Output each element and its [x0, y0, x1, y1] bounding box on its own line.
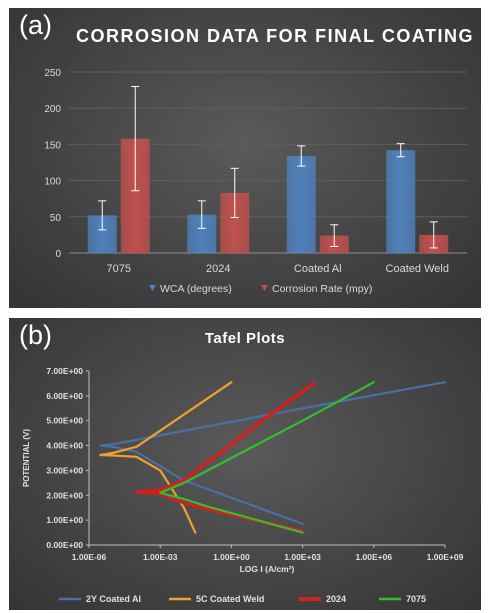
y-tick-label: 250 [44, 68, 61, 79]
series-line [99, 381, 233, 534]
chart-title-a: CORROSION DATA FOR FINAL COATING [76, 26, 474, 46]
y-tick-label: 7.00E+00 [46, 366, 83, 376]
legend-label: WCA (degrees) [160, 283, 232, 295]
panel-label-a: (a) [19, 10, 52, 40]
bar [386, 150, 416, 253]
bar-chart: 0 50 100 150 200 250 7075 2024 Coated Al Coated W… [44, 68, 467, 295]
x-tick-label: 1.00E-06 [72, 552, 107, 562]
x-tick-label: 1.00E-03 [143, 552, 178, 562]
y-tick-label: 200 [44, 104, 61, 115]
x-tick-label: 7075 [107, 263, 131, 275]
y-tick-label: 4.00E+00 [46, 441, 83, 451]
x-tick-label: 1.00E+03 [284, 552, 321, 562]
legend-marker [261, 285, 268, 291]
x-axis-label: LOG I (A/cm²) [240, 564, 295, 574]
x-tick-label: 1.00E+09 [427, 552, 464, 562]
legend-marker [149, 285, 156, 291]
x-tick-label: 1.00E+00 [213, 552, 250, 562]
chart-panel-b: (b) Tafel Plots 0.00E+00 1.00E+00 2.00E+00… [9, 318, 481, 610]
x-tick-label: 1.00E+06 [355, 552, 392, 562]
legend-label: 7075 [406, 594, 426, 604]
legend-label: 2024 [326, 594, 346, 604]
x-tick-label: Coated Weld [386, 263, 449, 275]
chart-title-b: Tafel Plots [204, 330, 286, 347]
y-tick-label: 1.00E+00 [46, 515, 83, 525]
y-tick-label: 0 [55, 249, 61, 260]
legend-label: 2Y Coated Al [86, 594, 141, 604]
panel-label-b: (b) [19, 320, 52, 350]
x-tick-label: Coated Al [294, 263, 342, 275]
legend-label: Corrosion Rate (mpy) [272, 283, 372, 295]
y-tick-label: 50 [50, 213, 62, 224]
bar [286, 155, 316, 253]
y-axis-label: POTENTIAL (V) [22, 429, 31, 487]
y-tick-label: 6.00E+00 [46, 391, 83, 401]
series-line [159, 381, 375, 534]
y-tick-label: 150 [44, 140, 61, 151]
x-tick-label: 2024 [206, 263, 230, 275]
y-tick-label: 5.00E+00 [46, 416, 83, 426]
tafel-chart: 0.00E+00 1.00E+00 2.00E+00 3.00E+00 4.00E+00… [22, 366, 464, 604]
y-tick-label: 100 [44, 177, 61, 188]
y-tick-label: 0.00E+00 [46, 540, 83, 550]
legend-label: 5C Coated Weld [196, 594, 264, 604]
series-line [134, 381, 316, 534]
y-tick-label: 3.00E+00 [46, 465, 83, 475]
series-line [99, 381, 447, 525]
chart-panel-a: (a) CORROSION DATA FOR FINAL COATING 0 50… [9, 8, 481, 308]
y-tick-label: 2.00E+00 [46, 490, 83, 500]
